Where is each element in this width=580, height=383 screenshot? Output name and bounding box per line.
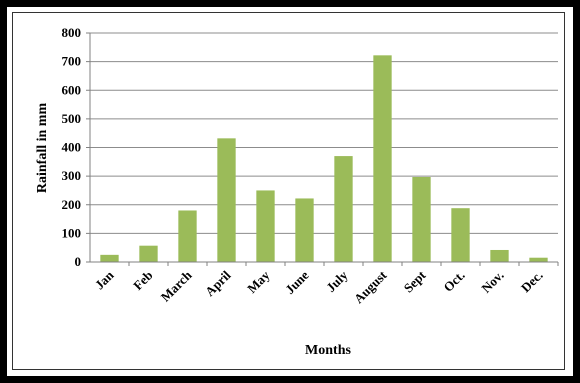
x-axis-tick-labels: Jan Feb March April May June July August Sept Oct… [92, 267, 546, 306]
bar-may [256, 190, 275, 262]
x-tick-label: June [282, 267, 312, 297]
y-tick-label: 100 [62, 225, 82, 240]
x-tick-label: Jan [92, 267, 117, 292]
y-tick-label: 600 [62, 82, 82, 97]
y-tick-label: 800 [62, 25, 82, 40]
bar-july [334, 156, 353, 262]
bar-dec [529, 257, 548, 262]
x-axis-title: Months [305, 343, 351, 358]
y-tick-label: 300 [62, 168, 82, 183]
bar-april [217, 138, 236, 262]
bar-nov [490, 249, 509, 262]
x-tick-label: April [202, 267, 234, 299]
bars [100, 55, 548, 262]
gridlines [86, 32, 559, 266]
x-tick-label: Feb [130, 268, 155, 293]
bar-june [295, 198, 314, 262]
x-tick-label: March [158, 267, 196, 305]
x-tick-label: Oct. [440, 268, 467, 295]
x-tick-label: Sept [401, 267, 429, 295]
chart-area-border [12, 12, 565, 370]
y-tick-label: 700 [62, 54, 82, 69]
bar-feb [139, 245, 158, 262]
y-tick-label: 0 [75, 254, 82, 269]
y-axis-title: Rainfall in mm [35, 103, 50, 194]
x-tick-label: Dec. [518, 268, 546, 296]
y-tick-label: 400 [62, 140, 82, 155]
bar-jan [100, 254, 119, 262]
bar-august [373, 55, 392, 262]
y-tick-label: 200 [62, 197, 82, 212]
y-tick-label: 500 [62, 111, 82, 126]
bar-sept [412, 176, 431, 262]
x-tick-label: July [323, 267, 351, 295]
bar-march [178, 210, 197, 262]
x-tick-label: May [244, 267, 273, 296]
x-tick-label: August [351, 267, 390, 306]
chart-frame [7, 7, 573, 376]
y-axis-tick-labels: 0 100 200 300 400 500 600 700 800 [62, 25, 82, 269]
bar-oct [451, 208, 470, 262]
x-tick-label: Nov. [478, 268, 506, 296]
